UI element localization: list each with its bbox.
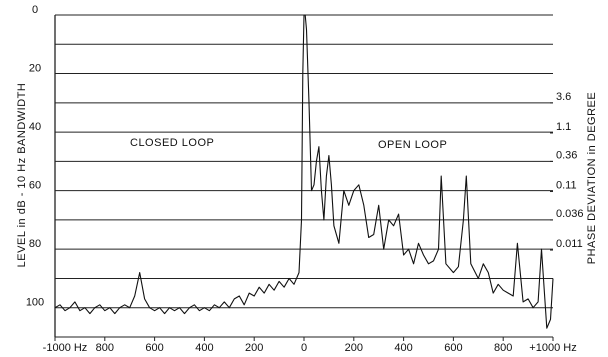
y-axis-title: LEVEL in dB - 10 Hz BANDWIDTH: [16, 83, 28, 268]
x-tick-label: 600: [145, 342, 163, 354]
x-tick-label: +1000 Hz: [529, 342, 576, 354]
x-tick-label: 200: [345, 342, 363, 354]
x-tick-label: 800: [494, 342, 512, 354]
x-tick-label: 400: [394, 342, 412, 354]
y-tick-label: 40: [29, 121, 41, 133]
line: [54, 14, 554, 329]
y2-tick-label: 0.11: [556, 179, 577, 191]
y2-axis-title: PHASE DEVIATION in DEGREE: [586, 92, 598, 264]
x-tick-label: 200: [245, 342, 263, 354]
y-tick-label: 80: [29, 238, 41, 250]
x-tick-label: 800: [96, 342, 114, 354]
annotation: CLOSED LOOP: [130, 137, 214, 149]
y2-tick-label: 3.6: [556, 91, 571, 103]
y2-tick-label: 0.011: [556, 238, 583, 250]
x-tick-label: 600: [444, 342, 462, 354]
y-tick-label: 20: [29, 62, 41, 74]
x-tick-label: 400: [195, 342, 213, 354]
y2-tick-label: 0.36: [556, 149, 577, 161]
x-tick-label: 0: [301, 342, 307, 354]
x-tick-label: -1000 Hz: [43, 342, 88, 354]
annotation: OPEN LOOP: [378, 139, 447, 151]
y-tick-label: 100: [26, 297, 44, 309]
y-tick-label: 0: [32, 4, 38, 16]
y2-tick-label: 0.036: [556, 208, 584, 220]
y-tick-label: 60: [29, 180, 41, 192]
y2-tick-label: 1.1: [556, 121, 571, 133]
